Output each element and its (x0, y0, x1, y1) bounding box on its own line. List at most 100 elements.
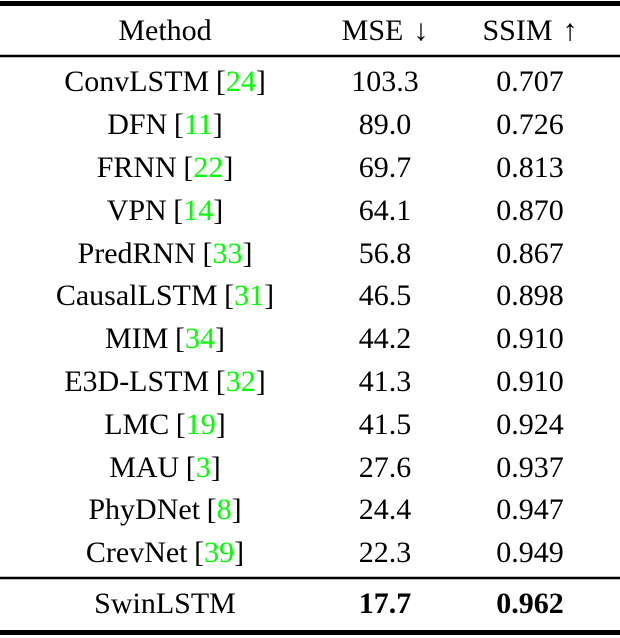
header-row: Method MSE ↓ SSIM ↑ (0, 6, 620, 55)
citation-number[interactable]: 31 (234, 279, 265, 313)
column-header-ssim: SSIM ↑ (440, 14, 620, 48)
citation-number[interactable]: 3 (195, 450, 211, 484)
citation: [14] (173, 194, 223, 227)
citation: [11] (174, 108, 223, 141)
ssim-value: 0.937 (496, 450, 564, 484)
method-name: DFN (107, 108, 168, 142)
citation-number[interactable]: 19 (185, 407, 216, 441)
highlight-row: SwinLSTM 17.7 0.962 (0, 579, 620, 630)
citation-number[interactable]: 34 (184, 322, 215, 356)
method-header-label: Method (118, 13, 212, 47)
mse-header-label: MSE (341, 13, 404, 47)
ssim-value: 0.870 (496, 193, 564, 227)
mse-value: 69.7 (358, 150, 412, 184)
mse-value: 41.5 (358, 407, 412, 441)
bracket-close: ] (214, 322, 225, 356)
bracket-open: [ (202, 236, 213, 270)
citation: [3] (186, 451, 221, 484)
method-name: LMC (104, 407, 170, 441)
bracket-close: ] (255, 65, 266, 99)
ssim-value: 0.910 (496, 364, 564, 398)
ssim-value: 0.924 (496, 407, 564, 441)
citation-number[interactable]: 33 (212, 236, 243, 270)
ssim-header-label: SSIM (482, 13, 553, 47)
bracket-open: [ (174, 322, 185, 356)
top-rule (0, 1, 620, 6)
up-arrow-icon: ↑ (562, 13, 578, 47)
table-row: LMC [19] 41.5 0.924 (0, 403, 620, 446)
method-name: FRNN (96, 150, 177, 184)
bracket-open: [ (215, 65, 226, 99)
mse-value: 24.4 (358, 493, 412, 527)
mse-value: 56.8 (358, 236, 412, 270)
table-body: ConvLSTM [24] 103.3 0.707 DFN [11] 89.0 0.… (0, 57, 620, 577)
mse-value: 22.3 (358, 536, 412, 570)
citation: [39] (194, 536, 244, 569)
citation-number[interactable]: 22 (193, 150, 224, 184)
method-name: ConvLSTM (64, 65, 210, 99)
citation: [33] (202, 237, 252, 270)
method-cell: VPN [14] (0, 194, 330, 228)
ssim-value: 0.898 (496, 279, 564, 313)
mse-value: 27.6 (358, 450, 412, 484)
method-name: PhyDNet (88, 493, 201, 527)
method-name: CausalLSTM (55, 279, 218, 313)
method-name: SwinLSTM (94, 587, 236, 621)
bracket-close: ] (210, 450, 221, 484)
table-row: PhyDNet [8] 24.4 0.947 (0, 489, 620, 532)
citation-number[interactable]: 32 (225, 364, 256, 398)
method-name: E3D-LSTM (64, 364, 210, 398)
method-cell: SwinLSTM (0, 587, 330, 621)
table-row: PredRNN [33] 56.8 0.867 (0, 232, 620, 275)
bracket-close: ] (255, 364, 266, 398)
method-cell: FRNN [22] (0, 151, 330, 185)
mse-value: 46.5 (358, 279, 412, 313)
method-cell: PredRNN [33] (0, 237, 330, 271)
bracket-open: [ (183, 150, 194, 184)
bracket-open: [ (206, 493, 217, 527)
ssim-value: 0.949 (496, 536, 564, 570)
citation-number[interactable]: 11 (183, 108, 213, 142)
bracket-open: [ (194, 536, 205, 570)
method-cell: CrevNet [39] (0, 536, 330, 570)
citation: [34] (175, 322, 225, 355)
mse-value: 103.3 (351, 65, 419, 99)
bracket-close: ] (242, 236, 253, 270)
citation: [8] (207, 493, 242, 526)
mse-value: 44.2 (358, 322, 412, 356)
citation: [31] (224, 279, 274, 312)
method-cell: MIM [34] (0, 322, 330, 356)
citation-number[interactable]: 39 (204, 536, 235, 570)
table-row: MIM [34] 44.2 0.910 (0, 318, 620, 361)
mse-value: 41.3 (358, 364, 412, 398)
bracket-close: ] (213, 193, 224, 227)
ssim-value: 0.707 (496, 65, 564, 99)
ssim-value: 0.726 (496, 108, 564, 142)
pre-footer-rule (0, 576, 620, 579)
bracket-open: [ (173, 108, 184, 142)
bracket-close: ] (223, 150, 234, 184)
method-cell: MAU [3] (0, 451, 330, 485)
bracket-close: ] (234, 536, 245, 570)
citation: [32] (216, 365, 266, 398)
citation-number[interactable]: 24 (225, 65, 256, 99)
column-header-method: Method (0, 14, 330, 48)
down-arrow-icon: ↓ (413, 13, 429, 47)
bracket-close: ] (264, 279, 275, 313)
bracket-open: [ (185, 450, 196, 484)
table-row: CausalLSTM [31] 46.5 0.898 (0, 275, 620, 318)
method-cell: LMC [19] (0, 408, 330, 442)
method-name: PredRNN (77, 236, 196, 270)
citation: [24] (216, 65, 266, 98)
bracket-open: [ (173, 193, 184, 227)
bracket-close: ] (212, 108, 223, 142)
citation-number[interactable]: 8 (216, 493, 232, 527)
ssim-value: 0.910 (496, 322, 564, 356)
method-name: MAU (109, 450, 180, 484)
citation-number[interactable]: 14 (183, 193, 214, 227)
citation: [22] (183, 151, 233, 184)
method-cell: PhyDNet [8] (0, 493, 330, 527)
ssim-value: 0.867 (496, 236, 564, 270)
mse-value: 17.7 (358, 587, 412, 621)
